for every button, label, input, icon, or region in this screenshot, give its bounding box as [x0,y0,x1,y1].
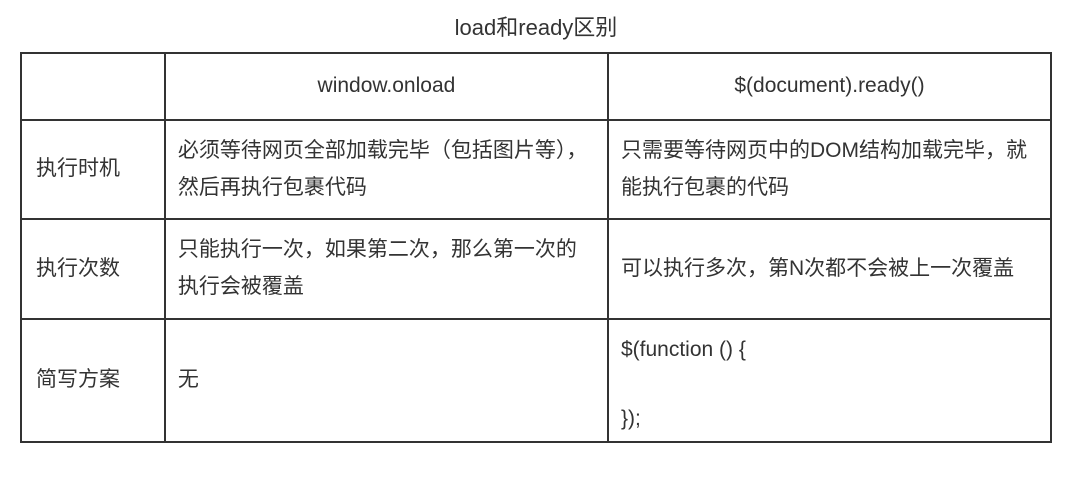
cell-timing-onload: 必须等待网页全部加载完毕（包括图片等），然后再执行包裹代码 [165,120,608,220]
cell-shorthand-ready: $(function () { }); [608,319,1051,443]
table-row: 执行次数 只能执行一次，如果第二次，那么第一次的执行会被覆盖 可以执行多次，第N… [21,219,1051,319]
table-title: load和ready区别 [20,10,1052,42]
cell-count-onload: 只能执行一次，如果第二次，那么第一次的执行会被覆盖 [165,219,608,319]
header-cell-onload: window.onload [165,53,608,120]
cell-count-ready: 可以执行多次，第N次都不会被上一次覆盖 [608,219,1051,319]
code-line-open: $(function () { [621,332,1038,369]
row-label-count: 执行次数 [21,219,165,319]
cell-shorthand-onload: 无 [165,319,608,443]
table-row: 执行时机 必须等待网页全部加载完毕（包括图片等），然后再执行包裹代码 只需要等待… [21,120,1051,220]
header-cell-empty [21,53,165,120]
code-line-close: }); [621,401,1038,438]
table-header-row: window.onload $(document).ready() [21,53,1051,120]
row-label-shorthand: 简写方案 [21,319,165,443]
comparison-table: window.onload $(document).ready() 执行时机 必… [20,52,1052,443]
header-cell-ready: $(document).ready() [608,53,1051,120]
row-label-timing: 执行时机 [21,120,165,220]
cell-timing-ready: 只需要等待网页中的DOM结构加载完毕，就能执行包裹的代码 [608,120,1051,220]
table-row: 简写方案 无 $(function () { }); [21,319,1051,443]
document-container: load和ready区别 window.onload $(document).r… [20,10,1052,443]
